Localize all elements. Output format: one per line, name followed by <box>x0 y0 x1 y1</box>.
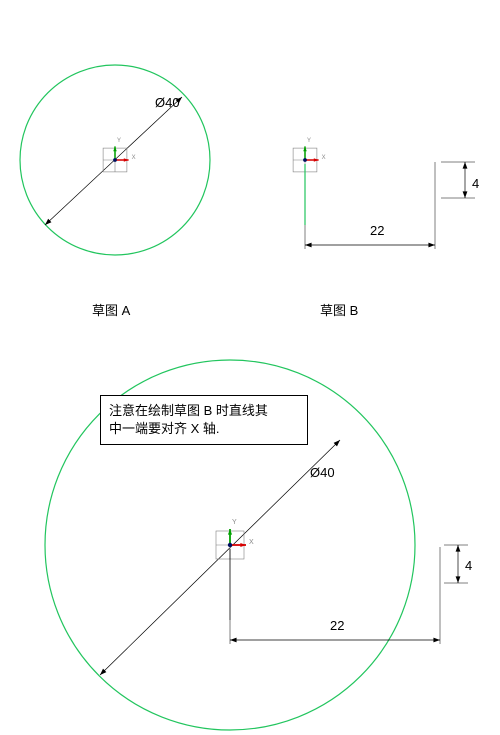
dim-label: 22 <box>370 223 384 238</box>
note-box: 注意在绘制草图 B 时直线其中一端要对齐 X 轴. <box>100 395 308 445</box>
sketch-b-caption: 草图 B <box>320 300 358 319</box>
arrow-head <box>456 545 461 552</box>
origin-label-y: Y <box>307 138 311 144</box>
arrow-head <box>113 146 116 151</box>
arrow-head <box>124 158 129 161</box>
origin-label-x: X <box>322 155 326 161</box>
note-line1: 注意在绘制草图 B 时直线其 <box>109 403 268 418</box>
origin-dot <box>303 158 307 162</box>
diameter-label: Ø40 <box>155 95 180 110</box>
diameter-label: Ø40 <box>310 465 335 480</box>
origin-label-y: Y <box>117 138 121 144</box>
arrow-head <box>456 576 461 583</box>
arrow-head <box>240 543 246 547</box>
dim-label: 4 <box>465 558 472 573</box>
arrow-head <box>428 243 435 248</box>
arrow-head <box>314 158 319 161</box>
origin-label-x: X <box>249 539 254 546</box>
note-line2: 中一端要对齐 X 轴. <box>109 421 220 436</box>
arrow-head <box>433 638 440 643</box>
arrow-head <box>230 638 237 643</box>
dim-label: 22 <box>330 618 344 633</box>
arrow-head <box>305 243 312 248</box>
arrow-head <box>463 162 468 169</box>
arrow-head <box>463 191 468 198</box>
arrow-head <box>228 529 232 535</box>
origin-label-y: Y <box>232 519 237 526</box>
dim-label: 4 <box>472 176 479 191</box>
origin-label-x: X <box>132 155 136 161</box>
arrow-head <box>303 146 306 151</box>
origin-dot <box>113 158 117 162</box>
origin-dot <box>228 543 232 547</box>
sketch-a-caption: 草图 A <box>92 300 130 319</box>
